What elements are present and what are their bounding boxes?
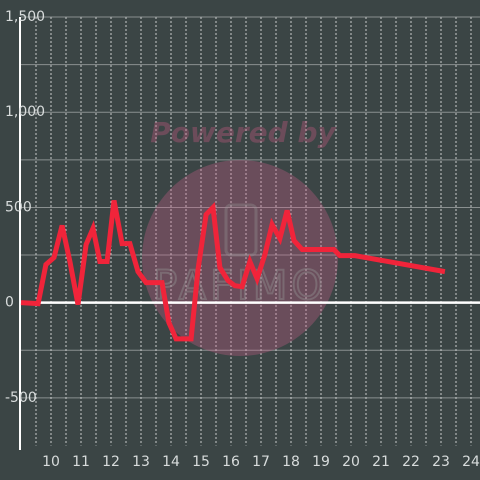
y-tick-label: 1,000 [5,104,45,120]
x-tick-label: 24 [462,454,480,470]
x-tick-label: 12 [102,454,120,470]
y-tick-label: -500 [5,390,37,406]
x-tick-label: 21 [372,454,390,470]
x-tick-label: 13 [132,454,150,470]
x-tick-label: 10 [42,454,60,470]
watermark-circle [142,160,338,356]
y-tick-label: 1,500 [5,9,45,25]
watermark-icon [224,203,258,257]
x-tick-label: 22 [402,454,420,470]
x-tick-label: 17 [252,454,270,470]
y-tick-label: 0 [5,295,14,311]
x-tick-label: 18 [282,454,300,470]
x-tick-label: 23 [432,454,450,470]
x-tick-label: 14 [162,454,180,470]
watermark-text: Powered by [150,116,337,149]
x-tick-label: 19 [312,454,330,470]
x-tick-label: 20 [342,454,360,470]
data-line [20,199,446,342]
x-tick-label: 15 [192,454,210,470]
y-tick-label: 500 [5,199,32,215]
x-tick-label: 11 [72,454,90,470]
x-tick-label: 16 [222,454,240,470]
